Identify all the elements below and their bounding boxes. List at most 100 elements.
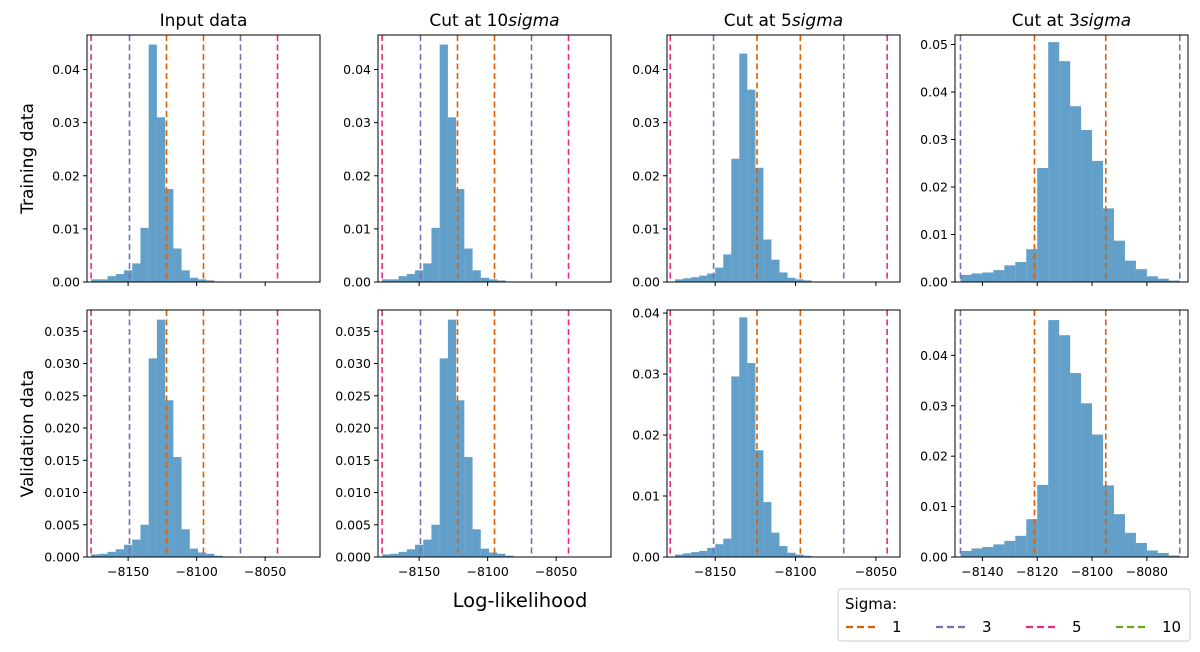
histogram-bar — [1004, 540, 1016, 557]
histogram-bar — [795, 279, 804, 282]
histogram-bar — [99, 553, 108, 557]
histogram-bar — [382, 554, 391, 557]
y-tick-label: 0.005 — [44, 517, 80, 532]
y-tick-label: 0.04 — [632, 306, 660, 321]
axes-frame — [377, 34, 612, 283]
histogram-bar — [398, 551, 407, 557]
x-tick-label: −8100 — [1071, 564, 1113, 579]
histogram-bar — [763, 502, 772, 557]
histogram-bar — [480, 548, 490, 557]
histogram-bar — [993, 544, 1005, 557]
y-tick-label: 0.01 — [632, 221, 660, 236]
histogram-bar — [165, 400, 174, 557]
y-tick-label: 0.00 — [632, 275, 660, 290]
histogram-bar — [390, 553, 399, 557]
histogram-bar — [124, 544, 133, 557]
y-tick-label: 0.03 — [920, 132, 948, 147]
sigma-lines — [381, 310, 570, 557]
axes-frame — [954, 34, 1189, 283]
y-tick-label: 0.03 — [632, 115, 660, 130]
histogram-bar — [91, 279, 100, 282]
column-title: Cut at 10sigma — [429, 11, 559, 31]
histogram-bar — [497, 280, 506, 282]
y-tick-label: 0.025 — [44, 388, 80, 403]
histogram-bar — [181, 270, 190, 282]
histogram-bar — [1048, 320, 1060, 557]
histogram-bar — [472, 529, 481, 557]
y-tick-label: 0.03 — [343, 115, 371, 130]
legend-label: 1 — [892, 618, 902, 636]
histogram-bar — [165, 189, 174, 282]
histogram-bar — [1092, 434, 1104, 557]
y-tick-label: 0.02 — [632, 168, 660, 183]
histogram-bar — [723, 538, 732, 557]
sigma-lines — [959, 35, 1181, 282]
histogram-bar — [198, 279, 207, 282]
x-tick-label: −8100 — [466, 564, 508, 579]
y-tick-label: 0.01 — [632, 489, 660, 504]
histogram-bar — [739, 53, 748, 282]
x-axis-label: Log-likelihood — [453, 589, 588, 612]
x-tick-label: −8100 — [774, 564, 816, 579]
x-tick-label: −8080 — [1126, 564, 1168, 579]
axes-frame — [954, 309, 1189, 558]
histogram-bar — [140, 524, 149, 557]
histogram-bar — [423, 263, 432, 282]
histogram-bar — [1124, 532, 1136, 557]
x-tick-label: −8150 — [107, 564, 149, 579]
histogram-bar — [1157, 552, 1169, 557]
legend: Sigma: 1 3 5 10 — [837, 588, 1191, 642]
histogram-bar — [755, 167, 764, 282]
histogram-bars — [960, 42, 1180, 282]
histogram-bar — [747, 89, 756, 283]
histogram-bar — [148, 358, 157, 557]
histogram-bar — [189, 548, 199, 557]
histogram-bar — [505, 555, 514, 557]
histogram-bar — [1037, 484, 1049, 557]
y-tick-label: 0.03 — [632, 367, 660, 382]
row-label: Training data — [18, 103, 38, 215]
histogram-bar — [1015, 535, 1027, 557]
histogram-bar — [447, 117, 457, 282]
histogram-bar — [1146, 276, 1158, 282]
histogram-bar — [771, 532, 780, 557]
histogram-bar — [156, 117, 166, 282]
histogram-bar — [993, 270, 1005, 282]
histogram-bar — [456, 189, 465, 282]
axes-frame — [666, 34, 901, 283]
histogram-bar — [982, 272, 994, 282]
histogram-bar — [91, 554, 100, 557]
histogram-bar — [198, 552, 207, 557]
y-tick-label: 0.030 — [44, 356, 80, 371]
y-tick-label: 0.04 — [920, 348, 948, 363]
y-tick-label: 0.04 — [343, 62, 371, 77]
histogram-bar — [148, 44, 157, 282]
histogram-bars — [960, 320, 1180, 557]
histogram-bar — [707, 547, 716, 557]
y-tick-label: 0.000 — [335, 550, 371, 565]
histogram-bar — [771, 259, 780, 282]
histogram-bar — [390, 279, 399, 282]
panel: 0.000 0.005 0.010 0.015 0.020 0.025 0.030 0.035… — [335, 309, 612, 579]
axes-frame — [86, 34, 321, 283]
y-tick-label: 0.00 — [343, 275, 371, 290]
panel: 0.00 0.01 0.02 0.03 0.04 0.05 — [920, 34, 1189, 290]
y-tick-label: 0.015 — [44, 453, 80, 468]
histogram-bar — [1026, 249, 1038, 282]
histogram-bar — [132, 539, 141, 557]
sigma-lines — [90, 310, 279, 557]
histogram-bar — [472, 270, 481, 282]
histogram-bar — [715, 267, 724, 282]
axes-frame — [377, 309, 612, 558]
histogram-bar — [1103, 485, 1114, 557]
y-tick-label: 0.00 — [920, 550, 948, 565]
histogram-bar — [206, 553, 215, 557]
histogram-bar — [497, 553, 506, 557]
x-tick-label: −8140 — [961, 564, 1003, 579]
histogram-bar — [464, 248, 473, 282]
legend-title: Sigma: — [845, 595, 897, 613]
histogram-bar — [439, 358, 448, 557]
histogram-bar — [675, 554, 684, 557]
histogram-bar — [803, 280, 812, 282]
histogram-bar — [1070, 106, 1082, 282]
